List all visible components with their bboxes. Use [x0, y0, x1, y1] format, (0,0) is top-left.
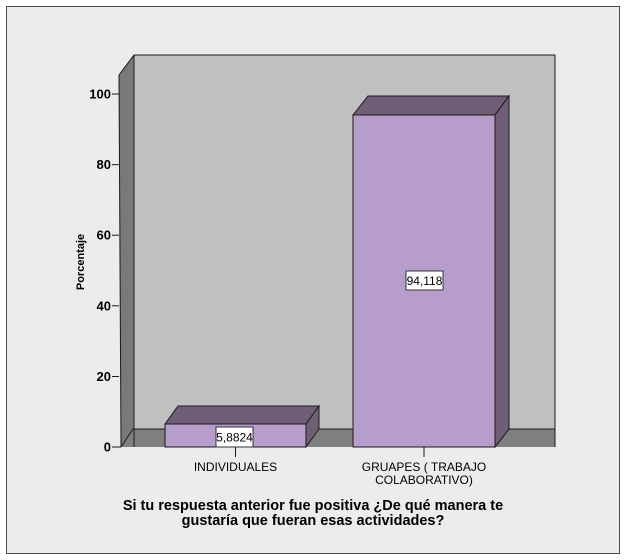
- svg-text:Si tu respuesta anterior fue p: Si tu respuesta anterior fue positiva ¿D…: [123, 498, 503, 514]
- svg-text:60: 60: [97, 228, 111, 243]
- svg-text:GRUAPES ( TRABAJO: GRUAPES ( TRABAJO: [362, 460, 486, 474]
- svg-text:INDIVIDUALES: INDIVIDUALES: [194, 460, 277, 474]
- svg-text:100: 100: [89, 87, 111, 102]
- svg-text:40: 40: [97, 298, 111, 313]
- svg-text:5,8824: 5,8824: [216, 431, 253, 445]
- svg-text:20: 20: [97, 369, 111, 384]
- svg-text:94,118: 94,118: [407, 274, 443, 288]
- svg-text:COLABORATIVO): COLABORATIVO): [375, 473, 473, 487]
- svg-text:0: 0: [104, 440, 111, 455]
- svg-text:gustaría que fueran esas activ: gustaría que fueran esas actividades?: [182, 513, 445, 529]
- svg-text:Porcentaje: Porcentaje: [75, 234, 87, 290]
- svg-text:80: 80: [97, 157, 111, 172]
